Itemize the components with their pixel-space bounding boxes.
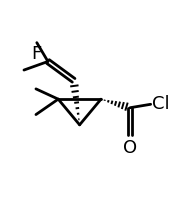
Text: F: F bbox=[32, 45, 42, 63]
Text: O: O bbox=[123, 138, 137, 156]
Text: Cl: Cl bbox=[152, 95, 170, 113]
